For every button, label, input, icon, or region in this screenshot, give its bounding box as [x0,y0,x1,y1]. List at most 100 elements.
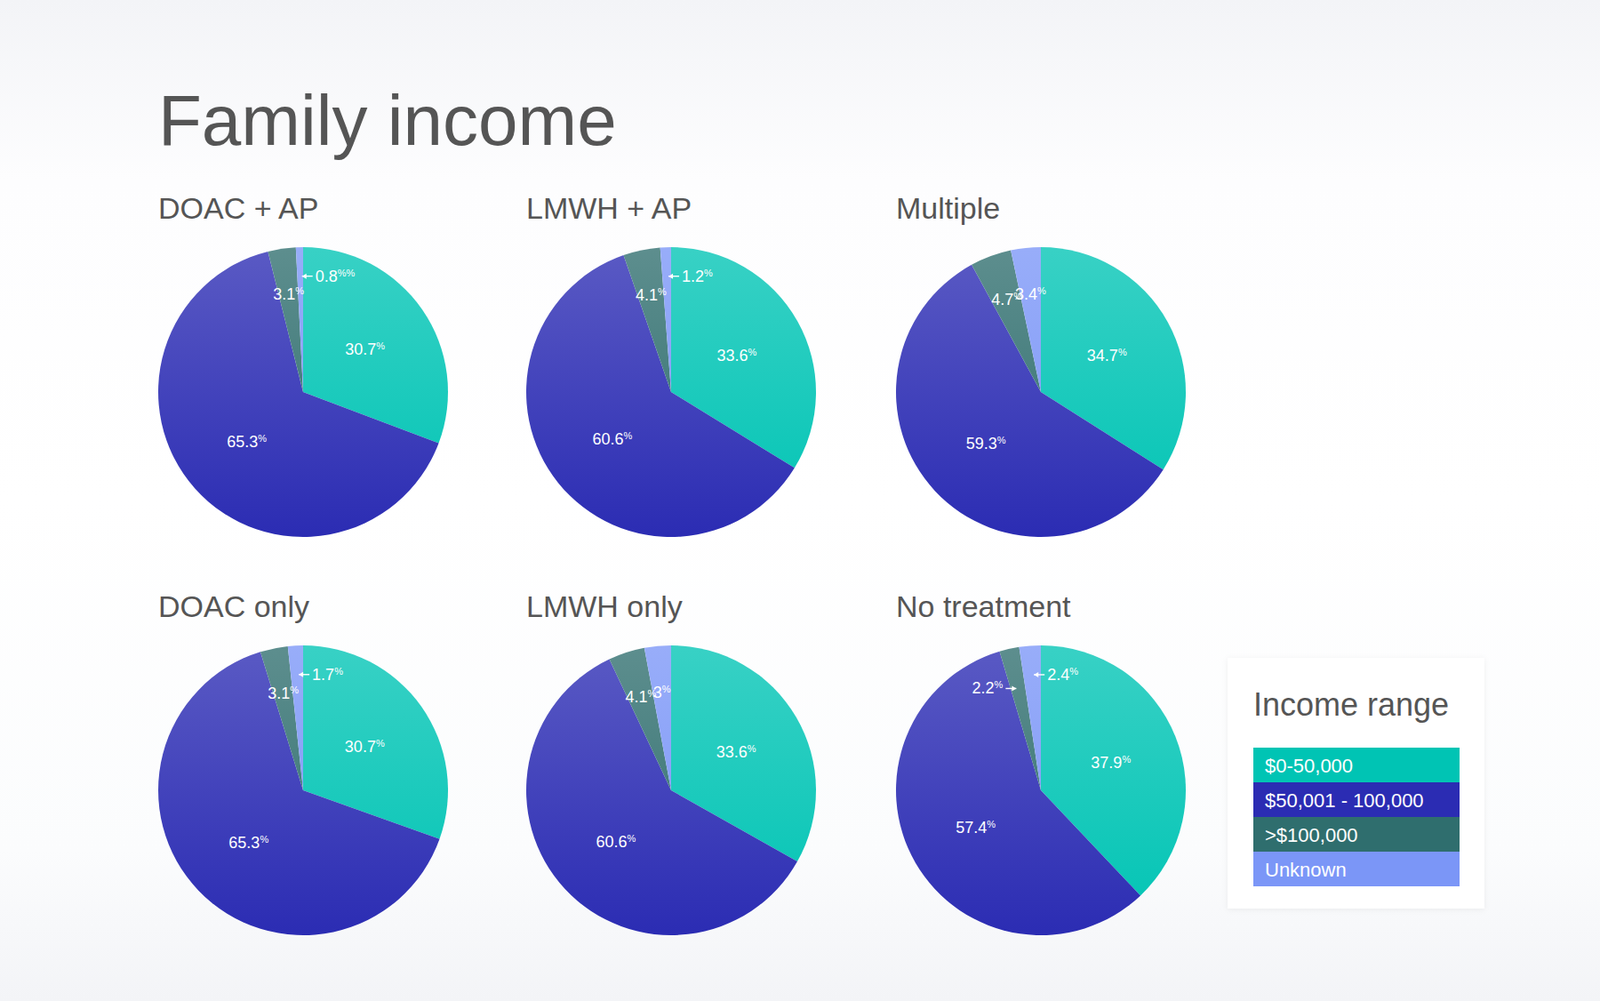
pie-slice: Unknown [288,645,304,791]
pie-chart: LMWH only$0-50,000$50,001 - 100,000>$100… [526,589,816,936]
page: Family income DOAC + AP$0-50,000$50,001 -… [0,0,1600,1001]
label-number: 30.7 [344,737,376,756]
label-arrowhead [668,273,673,280]
chart-title: DOAC only [158,589,310,624]
pie-slice: >$100,000 [623,247,672,392]
label-unit: % [986,818,996,830]
label-unit: % [997,434,1007,446]
pie-slice: Unknown [296,247,304,392]
pie-slice: $50,001 - 100,000 [158,251,440,537]
pie-chart: DOAC only$0-50,000$50,001 - 100,000>$100… [158,589,448,936]
label-number: 65.3 [226,432,258,451]
legend-title: Income range [1253,686,1449,723]
data-label: 65.3% [226,432,267,451]
label-unit: % [334,665,344,677]
label-unit: % [657,286,667,297]
label-unit: % [1121,753,1131,765]
data-label: 0.8%% [315,267,356,286]
pie-slice: >$100,000 [260,646,304,791]
legend-label: Unknown [1264,858,1347,881]
label-unit: % [257,432,267,444]
pie-chart: DOAC + AP$0-50,000$50,001 - 100,000>$100… [158,191,448,537]
label-unit: % [376,340,385,352]
pie-chart: No treatment$0-50,000$50,001 - 100,000>$… [896,589,1186,936]
chart-title: LMWH + AP [526,191,692,225]
data-label: 30.7% [344,737,385,756]
legend-label: $50,001 - 100,000 [1264,789,1424,812]
label-number: 65.3 [228,833,260,852]
label-number: 2.2 [972,679,995,697]
label-number: 1.2 [681,267,704,286]
data-labels: 33.6%60.6%4.1%3% [596,683,757,851]
data-label: 30.7% [344,340,385,359]
data-label: 65.3% [228,833,269,852]
label-number: 4.1 [624,688,648,706]
pie-slice: Unknown [1010,247,1041,392]
pie-chart: LMWH + AP$0-50,000$50,001 - 100,000>$100… [526,191,816,537]
legend-swatch [1253,747,1460,783]
legend-label: >$100,000 [1264,824,1359,847]
data-label: 4.1% [635,286,667,304]
label-unit: % [627,832,637,844]
label-number: 60.6 [596,832,628,851]
label-number: 33.6 [717,346,749,365]
data-labels: 33.6%60.6%4.1%1.2% [592,267,758,448]
label-unit: % [747,743,757,754]
legend-swatch [1253,816,1460,852]
pie-slice: $50,001 - 100,000 [526,659,798,936]
pie-chart: Multiple$0-50,000$50,001 - 100,000>$100,… [896,191,1186,537]
label-unit: % [1069,665,1079,677]
label-number: 34.7 [1087,346,1119,365]
data-label: 3.1% [267,684,299,703]
legend-box [1227,657,1485,909]
data-label: 57.4% [955,818,996,837]
label-unit: % [259,833,269,845]
label-number: 4.7 [991,290,1014,309]
data-label: 2.4% [1047,665,1079,684]
label-unit: % [1037,285,1047,296]
label-number: 60.6 [592,430,624,448]
label-unit: %% [337,267,356,279]
legend-swatch [1253,851,1460,887]
label-number: 3.4 [1015,285,1038,304]
label-number: 57.4 [955,818,987,837]
data-label: 3.4% [1015,285,1047,304]
label-unit: % [994,679,1004,690]
data-label: 1.7% [312,665,344,684]
pie-slice: Unknown [660,247,672,392]
label-number: 3.1 [272,285,296,304]
data-label: 60.6% [596,832,637,851]
label-number: 3.1 [267,684,290,703]
page-title: Family income [158,80,617,160]
chart-title: Multiple [896,191,1000,225]
label-unit: % [748,346,758,358]
label-number: 37.9 [1090,753,1122,772]
chart-title: LMWH only [526,589,683,624]
data-label: 34.7% [1087,346,1128,365]
label-number: 59.3 [966,434,998,453]
legend-label: $0-50,000 [1264,754,1353,777]
pie-slice: Unknown [1018,645,1041,791]
legend: Income range $0-50,000 $50,001 - 100,000 >$… [1227,657,1485,909]
data-label: 33.6% [717,346,758,365]
data-label: 4.1% [624,688,656,706]
legend-swatch [1253,782,1460,817]
data-labels: 34.7%59.3%4.7%3.4% [966,285,1128,453]
label-number: 0.8 [315,267,338,286]
data-labels: 30.7%65.3%3.1%0.8%% [226,267,385,452]
label-number: 3 [653,683,663,702]
data-label: 3% [653,683,672,702]
label-unit: % [662,683,672,695]
label-arrowhead [1011,685,1016,691]
data-label: 59.3% [966,434,1007,453]
data-label: 2.2% [972,679,1004,697]
pie-slice: >$100,000 [267,247,304,392]
label-unit: % [295,285,304,296]
label-unit: % [704,267,713,279]
label-number: 4.1 [635,286,658,304]
data-label: 1.2% [681,267,713,286]
label-unit: % [376,737,385,749]
data-label: 37.9% [1090,753,1131,772]
label-unit: % [289,684,299,696]
label-number: 30.7 [344,340,376,359]
